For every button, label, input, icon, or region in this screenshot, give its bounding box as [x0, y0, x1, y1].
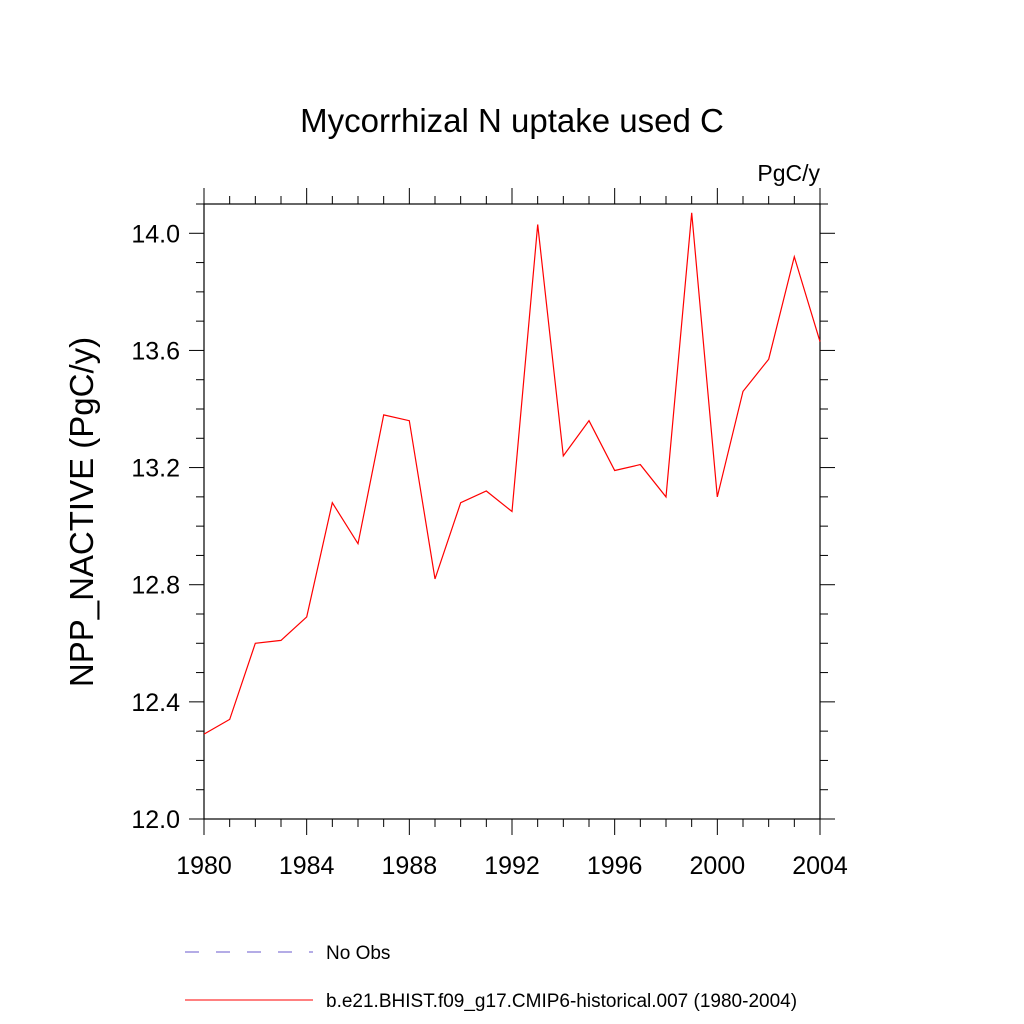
x-tick-label: 1980: [176, 852, 232, 880]
units-label: PgC/y: [757, 160, 820, 186]
legend-label-0: No Obs: [326, 943, 390, 964]
series-layer: [203, 212, 821, 735]
legend-label-1: b.e21.BHIST.f09_g17.CMIP6-historical.007…: [326, 991, 797, 1012]
x-tick-label: 1984: [279, 852, 335, 880]
series-line-0: [203, 212, 821, 735]
y-tick-label: 12.8: [131, 572, 180, 600]
x-tick-label: 2000: [690, 852, 746, 880]
y-tick-label: 12.4: [131, 689, 180, 717]
x-tick-labels: 1980 1984 1988 1992 1996 2000 2004: [176, 852, 848, 880]
y-tick-label: 13.6: [131, 337, 180, 365]
y-tick-label: 14.0: [131, 220, 180, 248]
axis-ticks: [189, 188, 835, 835]
y-tick-label: 12.0: [131, 806, 180, 834]
y-tick-labels: 12.0 12.4 12.8 13.2 13.6 14.0: [131, 220, 180, 834]
chart-title: Mycorrhizal N uptake used C: [300, 102, 724, 139]
x-tick-label: 1988: [382, 852, 438, 880]
legend: No Obs b.e21.BHIST.f09_g17.CMIP6-historic…: [185, 943, 797, 1012]
x-tick-label: 1996: [587, 852, 643, 880]
x-tick-label: 2004: [792, 852, 848, 880]
y-axis-label: NPP_NACTIVE (PgC/y): [63, 337, 100, 687]
y-tick-label: 13.2: [131, 455, 180, 483]
x-tick-label: 1992: [484, 852, 540, 880]
